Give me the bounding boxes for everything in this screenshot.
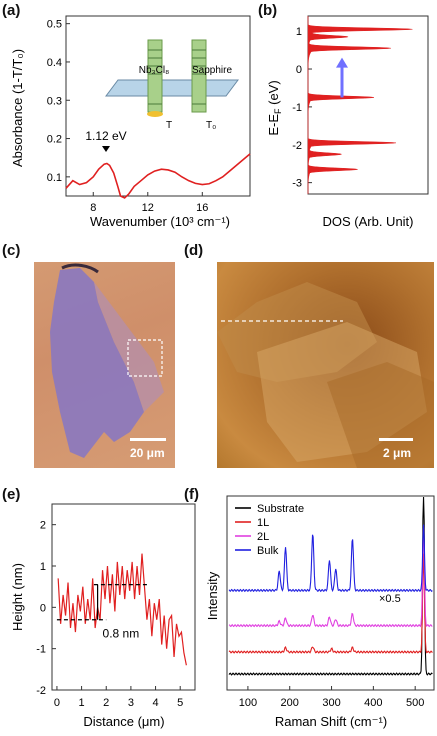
x-tick-label: 1 — [79, 697, 85, 709]
panel-label-e: (e) — [2, 486, 21, 503]
legend-label: Substrate — [257, 503, 304, 515]
step-label: 0.8 nm — [103, 627, 140, 641]
y-tick-label: 0.2 — [47, 134, 62, 146]
dos-chart: 1 0 -1 -2 -3 DOS (Arb. Unit) E-EF (eV) — [266, 15, 429, 229]
panel-label-a: (a) — [2, 2, 21, 19]
raman-spectrum — [228, 527, 433, 628]
panel-label-b: (b) — [258, 2, 278, 19]
x-tick-label: 8 — [90, 202, 96, 214]
substrate-slab — [105, 79, 239, 97]
x-tick-label: 3 — [128, 697, 134, 709]
optical-micrograph: 20 μm — [34, 262, 175, 468]
x-tick-label: 16 — [196, 202, 208, 214]
x-tick-label: 100 — [239, 697, 257, 709]
x-tick-label: 500 — [406, 697, 424, 709]
y-axis-label: E-EF (eV) — [266, 80, 283, 135]
y-tick-label: 0.1 — [47, 172, 62, 184]
y-tick-label: 2 — [40, 520, 46, 532]
y-axis-label: Height (nm) — [10, 563, 25, 631]
y-tick-label: -1 — [36, 644, 46, 656]
thin-flake — [94, 282, 164, 412]
inset-substrate: Sapphire — [192, 65, 232, 76]
x-tick-label: 12 — [142, 202, 154, 214]
absorbance-curve — [65, 153, 251, 199]
y-axis-label: Intensity — [205, 571, 220, 620]
y-tick-label: 0.3 — [47, 95, 62, 107]
beam-right — [191, 39, 207, 113]
y-tick-label: 0 — [40, 602, 46, 614]
raman-spectrum — [228, 496, 433, 676]
inset-t: T — [166, 120, 172, 131]
height-profile-chart: 2 1 0 -1 -2 0 1 2 3 4 5 0.8 nm Distance (μm) Heig… — [10, 503, 196, 729]
absorbance-chart: 0.1 0.2 0.3 0.4 0.5 8 12 16 Nb₃Cl₈ Sapphire T … — [10, 15, 251, 229]
y-tick-label: 0 — [296, 64, 302, 76]
y-tick-label: -3 — [292, 178, 302, 190]
plot-frame — [65, 15, 251, 197]
x-tick-label: 4 — [152, 697, 158, 709]
panel-label-f: (f) — [184, 486, 199, 503]
x-tick-label: 0 — [54, 697, 60, 709]
beam-stripes — [148, 49, 206, 105]
inset-schematic: Nb₃Cl₈ Sapphire T T₀ — [105, 39, 239, 131]
selection-box — [127, 339, 163, 377]
scale-label: 2 μm — [383, 446, 412, 460]
scale-label: 20 μm — [130, 446, 165, 460]
legend-label: 1L — [257, 517, 269, 529]
panel-label-d: (d) — [184, 242, 204, 259]
panel-label-c: (c) — [2, 242, 21, 259]
inset-sample: Nb₃Cl₈ — [139, 65, 169, 76]
transition-arrow-head — [336, 57, 348, 68]
flake — [50, 268, 144, 458]
scale-bar — [379, 438, 413, 441]
height-curve — [57, 553, 187, 666]
y-tick-label: 1 — [40, 561, 46, 573]
x-tick-label: 2 — [103, 697, 109, 709]
legend-label: Bulk — [257, 545, 279, 557]
x-axis-label: Wavenumber (10³ cm⁻¹) — [90, 214, 230, 229]
y-tick-label: 1 — [296, 26, 302, 38]
plot-frame — [226, 495, 435, 691]
x-axis-label: Raman Shift (cm⁻¹) — [275, 714, 387, 729]
x-axis-label: DOS (Arb. Unit) — [322, 214, 413, 229]
scale-note: ×0.5 — [379, 593, 401, 605]
peak-label: 1.12 eV — [85, 129, 126, 143]
y-axis-label: Absorbance (1-T/T₀) — [10, 49, 25, 167]
y-tick-label: -2 — [36, 685, 46, 697]
detector-left — [147, 111, 163, 117]
beam-left — [147, 39, 163, 113]
raman-spectrum — [228, 553, 433, 654]
raman-spectrum — [228, 524, 433, 593]
x-axis-label: Distance (μm) — [83, 714, 164, 729]
y-tick-label: 0.5 — [47, 19, 62, 31]
x-tick-label: 200 — [281, 697, 299, 709]
x-tick-label: 5 — [177, 697, 183, 709]
x-tick-label: 300 — [322, 697, 340, 709]
afm-image: 2 μm — [217, 262, 434, 468]
terrace-3 — [327, 362, 434, 468]
raman-chart: 100 200 300 400 500 Substrate 1L 2L Bulk ×0.5 R… — [205, 495, 435, 729]
debris — [61, 263, 99, 274]
legend-label: 2L — [257, 531, 269, 543]
y-tick-label: -2 — [292, 140, 302, 152]
peak-marker — [102, 146, 110, 152]
dos-area — [307, 16, 413, 195]
y-tick-label: 0.4 — [47, 57, 62, 69]
inset-t0: T₀ — [206, 120, 216, 131]
y-tick-label: -1 — [292, 102, 302, 114]
x-tick-label: 400 — [364, 697, 382, 709]
plot-frame — [51, 503, 196, 691]
scale-bar — [130, 438, 166, 441]
